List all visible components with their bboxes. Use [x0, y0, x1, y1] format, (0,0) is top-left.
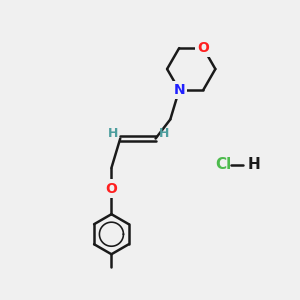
Text: O: O — [106, 182, 117, 196]
Text: H: H — [247, 157, 260, 172]
Text: O: O — [197, 41, 209, 55]
Text: Cl: Cl — [215, 157, 231, 172]
Text: H: H — [159, 127, 169, 140]
Text: H: H — [108, 127, 118, 140]
Text: N: N — [173, 83, 185, 97]
